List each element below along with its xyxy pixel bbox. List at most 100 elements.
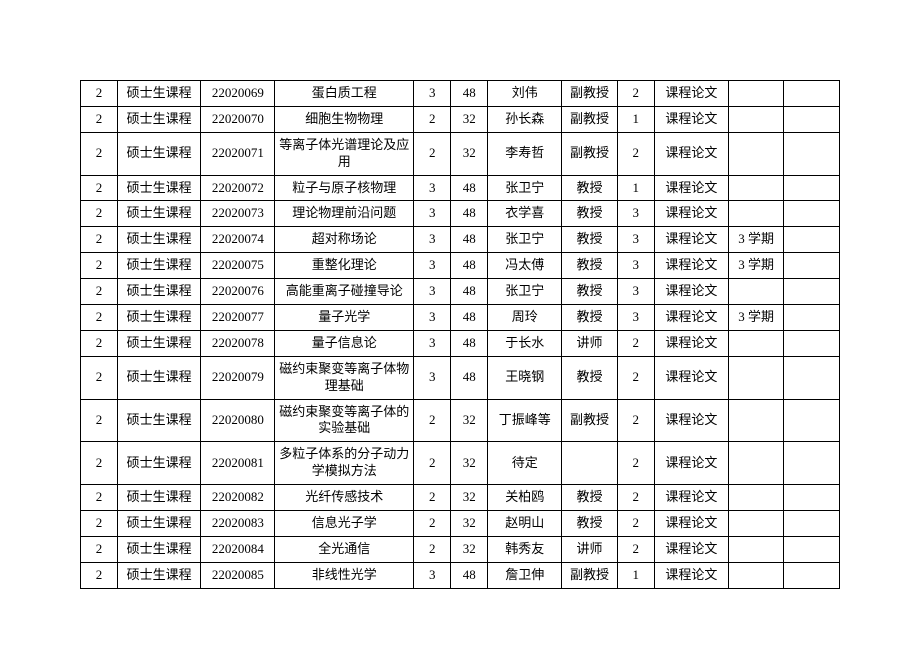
table-cell: 课程论文 [654, 175, 728, 201]
table-cell: 32 [451, 399, 488, 442]
table-cell [728, 330, 784, 356]
table-cell: 22020083 [201, 511, 275, 537]
table-cell: 2 [81, 356, 118, 399]
table-cell: 22020071 [201, 132, 275, 175]
table-cell: 22020078 [201, 330, 275, 356]
table-cell: 磁约束聚变等离子体的实验基础 [275, 399, 414, 442]
table-row: 2硕士生课程22020083信息光子学232赵明山教授2课程论文 [81, 511, 840, 537]
course-table: 2硕士生课程22020069蛋白质工程348刘伟副教授2课程论文2硕士生课程22… [80, 80, 840, 589]
table-cell [784, 485, 840, 511]
table-cell: 2 [81, 536, 118, 562]
table-cell: 48 [451, 175, 488, 201]
table-cell: 硕士生课程 [118, 81, 201, 107]
table-cell: 超对称场论 [275, 227, 414, 253]
table-cell: 48 [451, 253, 488, 279]
table-cell: 教授 [562, 511, 618, 537]
table-cell: 22020077 [201, 305, 275, 331]
table-cell: 课程论文 [654, 442, 728, 485]
table-cell: 丁振峰等 [488, 399, 562, 442]
table-cell: 教授 [562, 485, 618, 511]
table-cell: 课程论文 [654, 253, 728, 279]
table-cell [784, 279, 840, 305]
table-cell: 韩秀友 [488, 536, 562, 562]
table-cell: 3 [617, 279, 654, 305]
table-cell: 22020074 [201, 227, 275, 253]
table-cell: 教授 [562, 279, 618, 305]
table-cell: 22020080 [201, 399, 275, 442]
table-cell: 2 [617, 536, 654, 562]
table-cell: 22020085 [201, 562, 275, 588]
table-row: 2硕士生课程22020073理论物理前沿问题348衣学喜教授3课程论文 [81, 201, 840, 227]
table-cell: 课程论文 [654, 279, 728, 305]
table-row: 2硕士生课程22020074超对称场论348张卫宁教授3课程论文3 学期 [81, 227, 840, 253]
table-cell: 2 [81, 442, 118, 485]
table-cell: 32 [451, 106, 488, 132]
table-cell: 教授 [562, 175, 618, 201]
table-cell: 硕士生课程 [118, 201, 201, 227]
table-cell: 32 [451, 511, 488, 537]
table-cell [784, 305, 840, 331]
table-row: 2硕士生课程22020069蛋白质工程348刘伟副教授2课程论文 [81, 81, 840, 107]
table-cell [728, 106, 784, 132]
table-row: 2硕士生课程22020081多粒子体系的分子动力学模拟方法232待定2课程论文 [81, 442, 840, 485]
table-cell: 2 [81, 253, 118, 279]
table-cell: 2 [414, 442, 451, 485]
table-cell: 课程论文 [654, 227, 728, 253]
table-cell: 22020079 [201, 356, 275, 399]
table-cell: 2 [81, 81, 118, 107]
table-row: 2硕士生课程22020082光纤传感技术232关柏鸥教授2课程论文 [81, 485, 840, 511]
table-cell: 2 [414, 399, 451, 442]
table-cell: 2 [81, 201, 118, 227]
table-cell: 教授 [562, 356, 618, 399]
table-row: 2硕士生课程22020084全光通信232韩秀友讲师2课程论文 [81, 536, 840, 562]
table-cell: 3 [414, 227, 451, 253]
table-cell: 2 [81, 511, 118, 537]
table-cell: 32 [451, 485, 488, 511]
table-cell: 副教授 [562, 106, 618, 132]
table-cell: 48 [451, 201, 488, 227]
table-cell: 非线性光学 [275, 562, 414, 588]
table-cell [728, 201, 784, 227]
table-cell: 磁约束聚变等离子体物理基础 [275, 356, 414, 399]
table-cell: 3 [617, 201, 654, 227]
table-cell: 硕士生课程 [118, 536, 201, 562]
table-cell [728, 279, 784, 305]
table-cell: 全光通信 [275, 536, 414, 562]
table-cell: 硕士生课程 [118, 485, 201, 511]
table-cell: 48 [451, 227, 488, 253]
table-cell: 22020081 [201, 442, 275, 485]
table-cell: 1 [617, 562, 654, 588]
table-cell [728, 132, 784, 175]
table-cell: 硕士生课程 [118, 399, 201, 442]
table-cell: 课程论文 [654, 511, 728, 537]
table-cell: 量子光学 [275, 305, 414, 331]
table-cell: 2 [414, 106, 451, 132]
table-row: 2硕士生课程22020080磁约束聚变等离子体的实验基础232丁振峰等副教授2课… [81, 399, 840, 442]
table-cell: 3 学期 [728, 227, 784, 253]
table-cell: 48 [451, 81, 488, 107]
table-cell: 1 [617, 175, 654, 201]
table-cell [784, 356, 840, 399]
table-cell [728, 175, 784, 201]
table-cell: 课程论文 [654, 356, 728, 399]
table-cell: 22020072 [201, 175, 275, 201]
table-cell: 张卫宁 [488, 227, 562, 253]
table-cell: 詹卫伸 [488, 562, 562, 588]
table-cell: 32 [451, 132, 488, 175]
table-cell: 硕士生课程 [118, 442, 201, 485]
table-row: 2硕士生课程22020085非线性光学348詹卫伸副教授1课程论文 [81, 562, 840, 588]
table-row: 2硕士生课程22020072粒子与原子核物理348张卫宁教授1课程论文 [81, 175, 840, 201]
table-cell [728, 442, 784, 485]
table-cell: 重整化理论 [275, 253, 414, 279]
table-cell: 刘伟 [488, 81, 562, 107]
table-cell: 量子信息论 [275, 330, 414, 356]
table-cell: 硕士生课程 [118, 511, 201, 537]
table-cell: 冯太傅 [488, 253, 562, 279]
table-cell: 硕士生课程 [118, 175, 201, 201]
table-cell: 硕士生课程 [118, 356, 201, 399]
table-cell: 22020082 [201, 485, 275, 511]
table-cell: 2 [617, 442, 654, 485]
table-cell [784, 399, 840, 442]
table-cell: 3 [414, 253, 451, 279]
table-cell [728, 562, 784, 588]
